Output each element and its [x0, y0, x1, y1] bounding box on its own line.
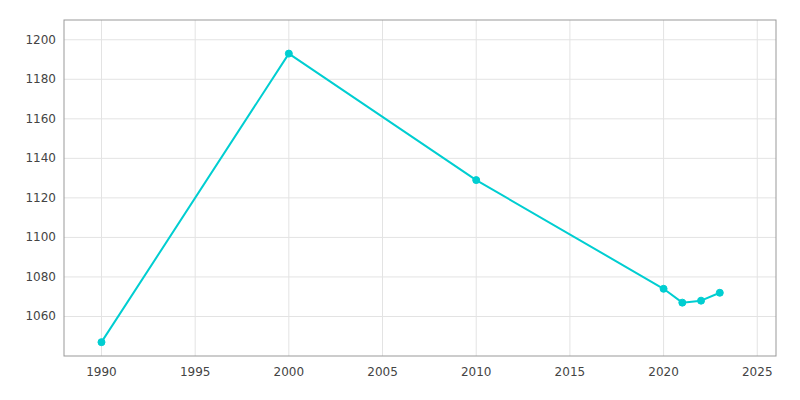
marker	[660, 285, 667, 292]
y-tick-label: 1080	[25, 270, 56, 284]
x-tick-label: 2005	[367, 365, 398, 379]
x-tick-label: 1990	[86, 365, 117, 379]
data-layer	[98, 50, 723, 346]
y-tick-label: 1200	[25, 33, 56, 47]
y-grid-line	[64, 276, 776, 277]
x-tick-label: 2025	[742, 365, 773, 379]
x-grid-line	[569, 20, 570, 356]
x-grid-line	[757, 20, 758, 356]
x-tick-label: 2015	[555, 365, 586, 379]
marker	[285, 50, 292, 57]
x-grid-line	[288, 20, 289, 356]
x-grid-line	[476, 20, 477, 356]
x-tick-label: 2020	[648, 365, 679, 379]
y-grid-line	[64, 79, 776, 80]
x-grid-line	[195, 20, 196, 356]
marker	[473, 177, 480, 184]
axes: 1990 1995 2000 2005 2010 2015 2020 2025 1060 1080…	[25, 20, 776, 379]
line	[101, 54, 719, 343]
x-tick-label: 2010	[461, 365, 492, 379]
y-grid-line	[64, 39, 776, 40]
plot-frame	[64, 20, 776, 356]
x-tick-label: 2000	[274, 365, 305, 379]
y-tick-label: 1180	[25, 72, 56, 86]
y-tick-label: 1100	[25, 230, 56, 244]
marker	[98, 339, 105, 346]
marker	[716, 289, 723, 296]
plot-background	[64, 20, 776, 356]
y-grid-line	[64, 118, 776, 119]
y-tick-label: 1120	[25, 191, 56, 205]
marker	[679, 299, 686, 306]
x-tick-label: 1995	[180, 365, 211, 379]
x-grid-line	[663, 20, 664, 356]
x-grid-line	[101, 20, 102, 356]
y-tick-label: 1160	[25, 112, 56, 126]
y-grid-line	[64, 316, 776, 317]
y-tick-label: 1140	[25, 151, 56, 165]
x-grid-line	[382, 20, 383, 356]
chart-svg: 1990 1995 2000 2005 2010 2015 2020 2025 1060 1080…	[0, 0, 800, 400]
y-tick-label: 1060	[25, 309, 56, 323]
chart-container: 1990 1995 2000 2005 2010 2015 2020 2025 1060 1080…	[0, 0, 800, 400]
grid	[64, 20, 776, 356]
marker	[698, 297, 705, 304]
y-grid-line	[64, 158, 776, 159]
y-grid-line	[64, 197, 776, 198]
